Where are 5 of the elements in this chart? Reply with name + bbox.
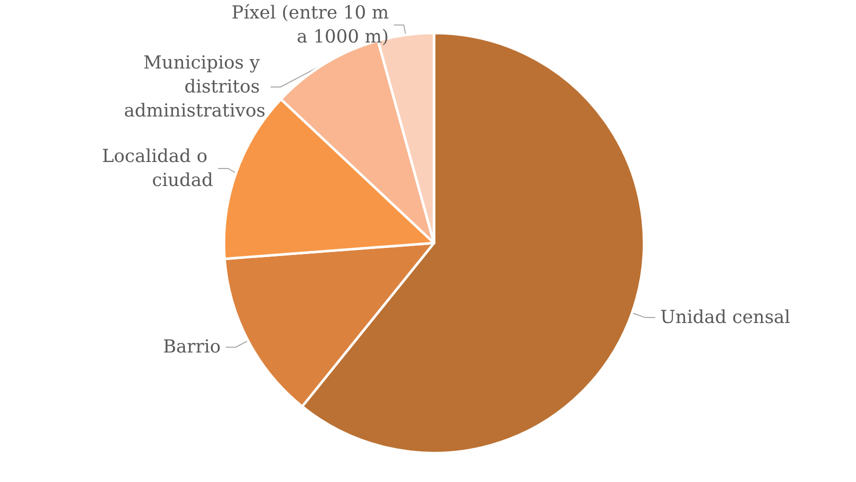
slice-label: Municipios y distritos administrativos — [124, 52, 266, 122]
slice-label: Píxel (entre 10 m a 1000 m) — [232, 2, 389, 48]
slice-label: Unidad censal — [660, 307, 791, 328]
slice-label: Localidad o ciudad — [102, 146, 214, 191]
slice-label: Barrio — [162, 336, 221, 358]
